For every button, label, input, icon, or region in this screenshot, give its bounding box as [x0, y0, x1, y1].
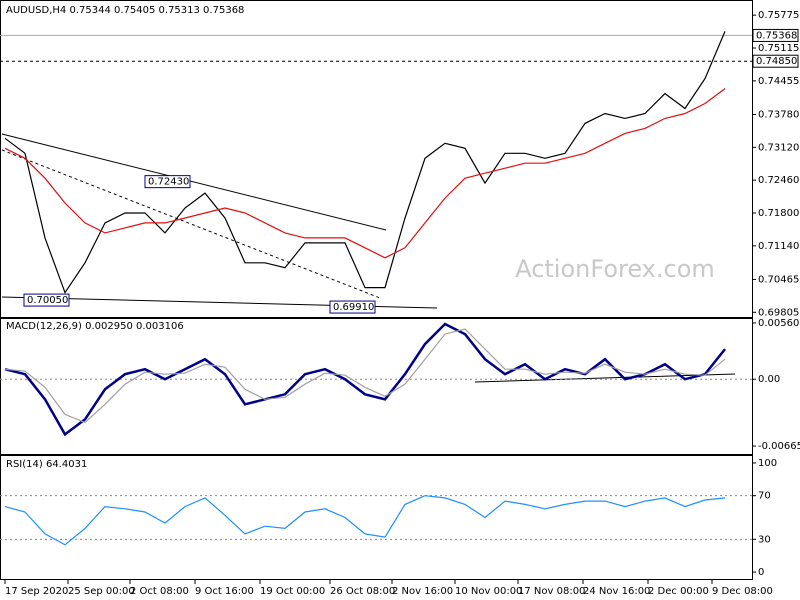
price-panel — [0, 0, 753, 318]
x-tick-label: 2 Dec 00:00 — [648, 586, 709, 597]
price-box — [752, 54, 799, 68]
y-tick-label: 0.75115 — [758, 43, 799, 54]
price-box — [752, 28, 799, 42]
y-tick-label: 0.74455 — [758, 76, 799, 87]
series-line — [4, 31, 726, 294]
y-tick-label: 0.75775 — [758, 10, 799, 21]
x-tick-label: 26 Oct 08:00 — [330, 586, 395, 597]
y-tick-label: 70 — [758, 491, 771, 502]
x-tick-label: 9 Oct 16:00 — [195, 586, 254, 597]
y-tick-label: 0 — [758, 567, 764, 578]
y-tick-label: -0.006656 — [758, 441, 800, 452]
annotation: 0.72430 — [148, 177, 189, 188]
chart-title: AUDUSD,H4 0.75344 0.75405 0.75313 0.7536… — [6, 5, 244, 16]
y-tick-label: 0.71140 — [758, 241, 799, 252]
trend-line — [474, 373, 736, 383]
x-tick-label: 2 Nov 16:00 — [392, 586, 453, 597]
x-tick-label: 17 Nov 08:00 — [518, 586, 585, 597]
y-tick-label: 100 — [758, 458, 777, 469]
x-tick-label: 24 Nov 16:00 — [583, 586, 650, 597]
series-line — [4, 495, 726, 546]
series-line — [4, 322, 726, 437]
x-tick-label: 19 Oct 00:00 — [260, 586, 325, 597]
x-tick-label: 2 Oct 08:00 — [130, 586, 189, 597]
y-tick-label: 0.73780 — [758, 109, 799, 120]
y-tick-label: 0.73120 — [758, 142, 799, 153]
x-tick-label: 17 Sep 2020 — [5, 586, 68, 597]
series-line — [4, 328, 726, 424]
y-tick-label: 30 — [758, 534, 771, 545]
annotation: 0.69910 — [333, 302, 374, 313]
price-label: 0.75368 — [756, 30, 797, 41]
y-tick-label: 0.71800 — [758, 208, 799, 219]
rsi-panel — [0, 455, 753, 580]
annotation-box — [23, 293, 70, 307]
y-tick-label: 0.00 — [758, 374, 780, 385]
annotation-box — [329, 300, 376, 314]
y-tick-label: 0.69805 — [758, 307, 799, 318]
macd-panel — [0, 318, 753, 455]
rsi-title: RSI(14) 64.4031 — [6, 459, 87, 470]
price-label: 0.74850 — [756, 56, 797, 67]
y-tick-label: 0.70465 — [758, 274, 799, 285]
y-tick-label: 0.005607 — [758, 318, 800, 329]
annotation-box — [144, 175, 191, 189]
trend-line — [1, 133, 387, 231]
annotation: 0.70050 — [27, 295, 68, 306]
watermark: ActionForex.com — [515, 255, 715, 283]
x-tick-label: 10 Nov 00:00 — [455, 586, 522, 597]
series-line — [4, 88, 726, 259]
x-tick-label: 25 Sep 00:00 — [68, 586, 135, 597]
macd-title: MACD(12,26,9) 0.002950 0.003106 — [6, 321, 184, 332]
x-tick-label: 9 Dec 08:00 — [712, 586, 773, 597]
trend-line — [1, 149, 381, 299]
y-tick-label: 0.72460 — [758, 175, 799, 186]
